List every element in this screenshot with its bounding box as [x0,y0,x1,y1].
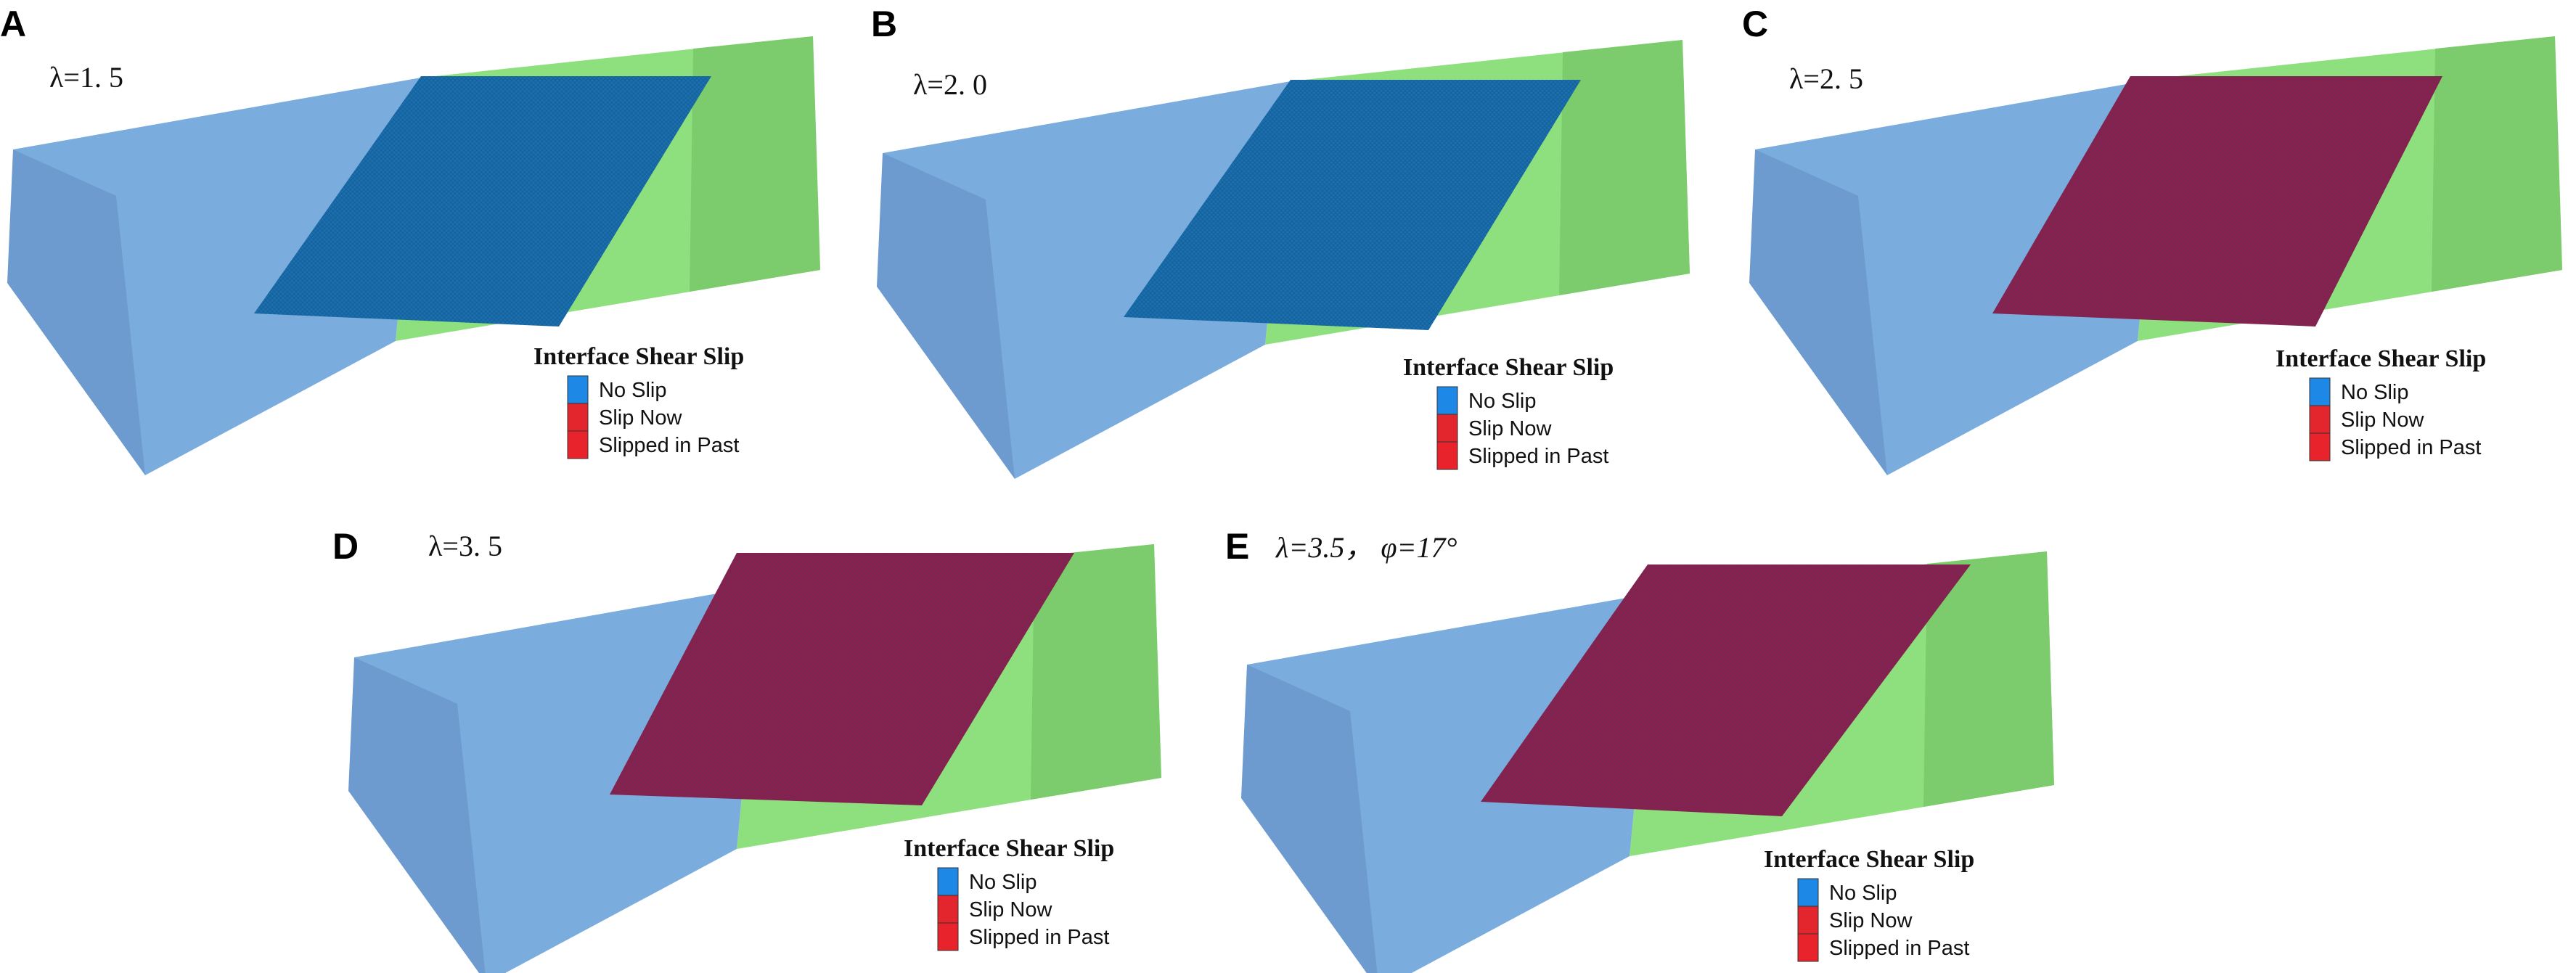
legend-swatch-slip-now [567,403,589,432]
lambda-label: λ=3.5， [1275,531,1373,564]
box-far-end-face [1923,551,2054,807]
legend-swatch-slip-now [1797,906,1819,935]
legend-item-slip-now: Slip Now [1468,417,1552,440]
legend-item-no-slip: No Slip [2341,381,2409,404]
legend-swatch-no-slip [567,375,589,404]
legend: Interface Shear Slip No Slip Slip Now Sl… [2276,345,2486,461]
legend-item-no-slip: No Slip [1468,390,1537,413]
legend-title: Interface Shear Slip [2276,345,2486,372]
legend-swatch-slip-now [1436,414,1458,443]
box-end-face [877,153,1015,479]
panel-c: C λ=2. 5 Interface Shear Slip No Slip Sl… [1742,4,2562,475]
legend-item-no-slip: No Slip [599,379,667,402]
interface-surface [1481,564,1971,816]
box-far-end-face [2432,36,2562,292]
panel-label: C [1742,4,1768,44]
phi-label: φ=17° [1381,531,1457,564]
legend-swatch-slipped-in-past [1436,441,1458,470]
legend-item-slipped-in-past: Slipped in Past [1829,937,1969,960]
legend-title: Interface Shear Slip [904,835,1114,862]
legend-swatch-slipped-in-past [937,922,959,951]
legend-swatch-no-slip [937,867,959,896]
legend-swatch-slipped-in-past [567,430,589,459]
box-far-end-face [690,36,820,292]
interface-surface [610,553,1074,805]
legend-swatch-no-slip [2309,377,2331,406]
legend-item-no-slip: No Slip [1829,882,1897,905]
legend-title: Interface Shear Slip [533,343,744,370]
legend: Interface Shear Slip No Slip Slip Now Sl… [904,835,1114,951]
panel-label: B [871,4,897,44]
legend-item-slip-now: Slip Now [599,406,682,430]
panel-label: D [332,526,359,567]
box-end-face [1749,149,1887,475]
legend: Interface Shear Slip No Slip Slip Now Sl… [533,343,744,459]
legend-swatch-slipped-in-past [2309,432,2331,461]
legend-item-slip-now: Slip Now [1829,909,1913,932]
interface-surface [1992,76,2442,327]
legend-item-slip-now: Slip Now [2341,409,2424,432]
box-far-end-face [1031,544,1161,800]
legend: Interface Shear Slip No Slip Slip Now Sl… [1764,846,1974,962]
legend-item-slipped-in-past: Slipped in Past [1468,445,1608,468]
legend-item-slipped-in-past: Slipped in Past [2341,436,2481,459]
panel-b: B λ=2. 0 Interface Shear Slip No Slip Sl… [871,4,1690,479]
panel-d: D λ=3. 5 Interface Shear Slip No Slip Sl… [332,526,1161,973]
legend: Interface Shear Slip No Slip Slip Now Sl… [1403,354,1614,470]
box-end-face [348,657,486,973]
legend-swatch-slipped-in-past [1797,933,1819,962]
parameter-label: λ=3.5， φ=17° [1275,531,1457,564]
legend-swatch-no-slip [1797,878,1819,907]
lambda-label: λ=3. 5 [428,530,502,562]
panel-a: A λ=1. 5 Interface Shear Slip No Slip Sl… [0,4,820,475]
interface-surface [1124,80,1581,330]
legend-swatch-slip-now [937,895,959,924]
lambda-label: λ=2. 5 [1789,62,1863,95]
legend-item-slipped-in-past: Slipped in Past [599,434,739,457]
panel-label: A [0,4,26,44]
box-end-face [7,149,145,475]
legend-item-slipped-in-past: Slipped in Past [969,926,1109,949]
legend-swatch-no-slip [1436,386,1458,415]
interface-surface [254,76,711,327]
lambda-label: λ=2. 0 [913,68,987,101]
legend-item-no-slip: No Slip [969,871,1037,894]
panel-label: E [1225,526,1249,567]
box-end-face [1241,665,1378,973]
lambda-label: λ=1. 5 [49,61,123,94]
box-far-end-face [1559,40,1690,295]
legend-item-slip-now: Slip Now [969,898,1052,921]
legend-swatch-slip-now [2309,405,2331,434]
panel-e: E λ=3.5， φ=17° Interface Shear Slip No S… [1225,526,2054,973]
legend-title: Interface Shear Slip [1403,354,1614,381]
legend-title: Interface Shear Slip [1764,846,1974,873]
